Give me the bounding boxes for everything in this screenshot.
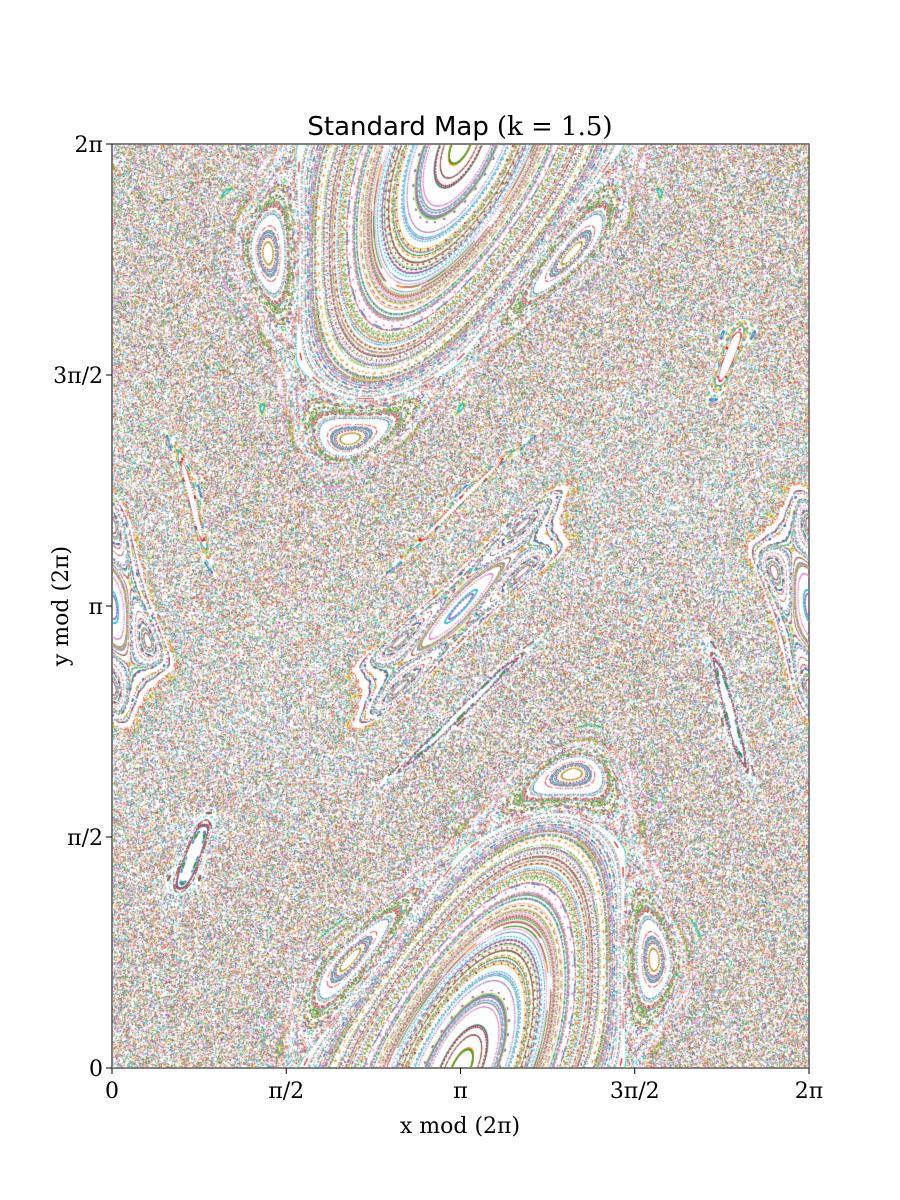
y-tick-label: 3π/2 [53,364,103,389]
y-tick-label: 2π [75,133,103,158]
chart-title-name: Standard Map [307,112,488,142]
axis-ticks: 0 π/2 π 3π/2 2π 0 π/2 π 3π/2 2π [53,133,823,1104]
x-tick-label: π/2 [268,1079,304,1104]
x-tick-label: π [453,1079,467,1104]
y-tick-label: π/2 [67,826,103,851]
x-tick-label: 2π [795,1079,823,1104]
y-axis-label: y mod (2π) [49,546,74,667]
chart-title-math: (k = 1.5) [497,112,613,142]
y-tick-label: 0 [89,1057,103,1082]
chart-title: Standard Map (k = 1.5) [307,112,612,142]
y-tick-label: π [89,595,103,620]
x-tick-label: 3π/2 [610,1079,660,1104]
poincare-section-points [112,144,809,1068]
x-tick-label: 0 [105,1079,119,1104]
x-axis-label: x mod (2π) [400,1114,520,1139]
